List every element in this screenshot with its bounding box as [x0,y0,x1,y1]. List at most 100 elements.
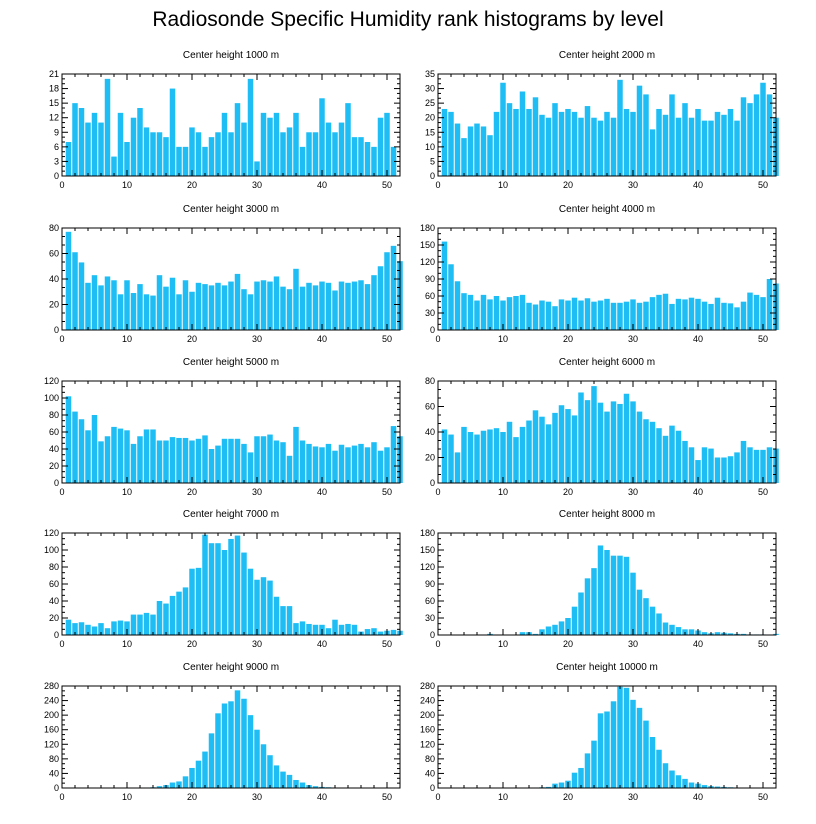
histogram-bar [228,438,234,483]
y-tick-label: 80 [49,562,59,572]
histogram-bar [454,281,461,330]
x-tick-label: 30 [252,180,262,190]
x-tick-label: 10 [122,792,132,802]
histogram-bar [448,264,454,330]
histogram-bar [610,302,617,330]
histogram-bar [552,306,558,330]
x-tick-label: 20 [187,792,197,802]
histogram-bar [539,300,545,330]
histogram-bar [117,620,124,635]
histogram-bar [604,550,610,635]
histogram-bar [364,284,371,330]
histogram-bar [280,442,286,483]
y-tick-label: 10 [425,142,435,152]
histogram-bar [578,117,584,176]
histogram-bar [208,543,215,635]
x-tick-label: 30 [252,334,262,344]
histogram-bar [156,132,163,176]
histogram-bar [156,440,163,483]
y-tick-label: 35 [425,69,435,79]
histogram-bar [260,436,267,483]
histogram-bar [545,117,552,176]
histogram-bar [176,146,182,176]
histogram-bar [143,429,150,483]
histogram-bar [163,286,169,330]
histogram-bar [766,279,773,330]
x-tick-label: 20 [563,180,573,190]
histogram-bar [532,410,539,483]
y-tick-label: 80 [49,410,59,420]
histogram-bar [682,299,688,330]
x-tick-label: 50 [758,792,768,802]
histogram-bar [98,285,104,331]
histogram-bar [215,713,221,788]
histogram-bar [202,435,208,483]
x-tick-label: 30 [628,792,638,802]
histogram-bar [610,701,617,788]
histogram-bar [208,285,215,331]
x-tick-label: 40 [693,334,703,344]
histogram-bar [636,589,643,635]
y-tick-label: 120 [420,257,435,267]
histogram-bar [571,111,578,176]
histogram-bar [332,132,338,176]
histogram-bar [130,614,137,635]
histogram-bar [584,753,591,788]
y-tick-label: 3 [54,156,59,166]
histogram-bar [280,286,286,330]
histogram-bar [571,606,578,635]
histogram-bar [441,241,448,330]
histogram-bar [137,436,143,483]
histogram-bar [695,298,701,330]
x-tick-label: 10 [498,639,508,649]
x-tick-label: 0 [59,639,64,649]
histogram-bar [234,535,241,635]
histogram-bar [345,447,351,483]
x-tick-label: 30 [628,487,638,497]
y-tick-label: 25 [425,98,435,108]
histogram-bar [65,231,72,330]
histogram-bar [234,690,241,788]
histogram-bar [649,297,656,330]
histogram-bar [461,138,467,176]
y-tick-label: 12 [49,113,59,123]
histogram-panel-6: Center height 6000 m 0 10 20 30 40 50 0 20 40 60 80 [425,357,779,497]
y-tick-label: 80 [49,223,59,233]
histogram-bar [319,447,325,483]
histogram-bar [202,284,208,330]
histogram-bar [306,132,312,176]
x-tick-label: 50 [382,334,392,344]
histogram-bar [747,447,753,483]
histogram-bar [552,624,558,635]
x-tick-label: 20 [187,639,197,649]
histogram-bar [273,765,280,788]
histogram-bar [267,580,273,635]
y-tick-label: 90 [425,579,435,589]
histogram-bar [688,782,695,788]
histogram-bar [682,440,688,483]
histogram-bar [461,293,467,330]
histogram-bar [117,294,124,330]
histogram-bar [143,294,150,330]
histogram-bar [487,429,493,483]
histogram-bar [448,111,454,176]
histogram-bar [760,449,766,483]
histogram-bar [189,291,195,330]
y-tick-label: 30 [425,613,435,623]
histogram-bar [85,282,91,330]
histogram-bar [630,299,636,330]
histogram-bar [111,280,117,330]
histogram-bar [734,452,740,483]
y-tick-label: 150 [420,545,435,555]
histogram-panel-4: Center height 4000 m 0 10 20 30 40 50 0 30 60 90 12… [420,204,779,344]
y-tick-label: 0 [54,630,59,640]
x-tick-label: 30 [252,792,262,802]
histogram-bar [299,621,306,635]
histogram-bar [325,628,332,635]
histogram-bar [299,286,306,330]
histogram-bar [714,632,721,635]
y-tick-label: 20 [425,113,435,123]
y-tick-label: 0 [430,171,435,181]
panel-title: Center height 9000 m [183,662,279,673]
